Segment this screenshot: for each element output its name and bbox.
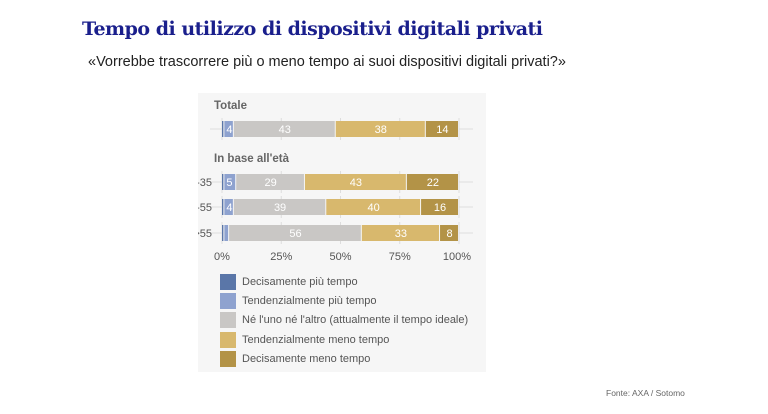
x-tick-label: 50%: [329, 251, 351, 263]
legend-item: Decisamente meno tempo: [220, 349, 468, 368]
data-label: 39: [274, 202, 286, 214]
legend-swatch: [220, 331, 236, 348]
data-label: 43: [350, 177, 362, 189]
source-note: Fonte: AXA / Sotomo: [606, 388, 685, 398]
bar-segment: [326, 199, 421, 215]
data-label: 4: [226, 202, 232, 214]
legend-swatch: [220, 273, 236, 290]
chart-subtitle: «Vorrebbe trascorrere più o meno tempo a…: [88, 54, 566, 70]
data-label: 14: [436, 124, 448, 136]
bar-segment: [233, 121, 335, 137]
data-label: 40: [368, 202, 380, 214]
legend-label: Né l'uno né l'altro (attualmente il temp…: [242, 314, 469, 327]
bar-segment: [222, 199, 224, 215]
bar-segment: [304, 174, 406, 190]
legend-label: Decisamente più tempo: [242, 275, 358, 288]
group-header-totale: Totale: [214, 100, 247, 112]
legend-label: Decisamente meno tempo: [242, 352, 371, 365]
category-label: 18-35: [198, 177, 212, 189]
category-label: 36-55: [198, 202, 212, 214]
legend-swatch: [220, 350, 236, 367]
group-header-age: In base all'età: [214, 153, 290, 165]
data-label: 4: [226, 124, 232, 136]
x-tick-label: 25%: [270, 251, 292, 263]
x-tick-label: 100%: [443, 251, 471, 263]
legend-swatch: [220, 292, 236, 309]
bar-segment: [222, 225, 224, 241]
bar-segment: [406, 174, 458, 190]
legend-item: Né l'uno né l'altro (attualmente il temp…: [220, 311, 468, 330]
data-label: 5: [226, 177, 232, 189]
legend-item: Tendenzialmente meno tempo: [220, 330, 468, 349]
bar-segment: [233, 199, 326, 215]
bar-segment: [236, 174, 304, 190]
data-label: 29: [264, 177, 276, 189]
bar-segment: [335, 121, 425, 137]
bar-segment: [229, 225, 361, 241]
bar-segment: [421, 199, 458, 215]
data-label: 16: [434, 202, 446, 214]
legend-item: Tendenzialmente più tempo: [220, 291, 468, 310]
x-tick-label: 75%: [389, 251, 411, 263]
x-tick-label: 0%: [214, 251, 230, 263]
data-label: 22: [427, 177, 439, 189]
legend-label: Tendenzialmente meno tempo: [242, 333, 390, 346]
data-label: 33: [395, 228, 407, 240]
bar-segment: [222, 174, 224, 190]
bar-segment: [425, 121, 458, 137]
bar-segment: [224, 199, 233, 215]
category-label: >55: [198, 228, 212, 240]
data-label: 8: [446, 228, 452, 240]
data-label: 38: [375, 124, 387, 136]
legend-label: Tendenzialmente più tempo: [242, 294, 377, 307]
bar-segment: [224, 121, 233, 137]
data-label: 43: [279, 124, 291, 136]
bar-segment: [224, 225, 229, 241]
bar-segment: [361, 225, 440, 241]
bar-segment: [224, 174, 236, 190]
legend-swatch: [220, 312, 236, 329]
legend-item: Decisamente più tempo: [220, 272, 468, 291]
bar-segment: [222, 121, 224, 137]
legend: Decisamente più tempo Tendenzialmente più…: [220, 272, 468, 368]
bar-segment: [440, 225, 458, 241]
chart-title: Tempo di utilizzo di dispositivi digital…: [82, 18, 543, 40]
data-label: 56: [289, 228, 301, 240]
